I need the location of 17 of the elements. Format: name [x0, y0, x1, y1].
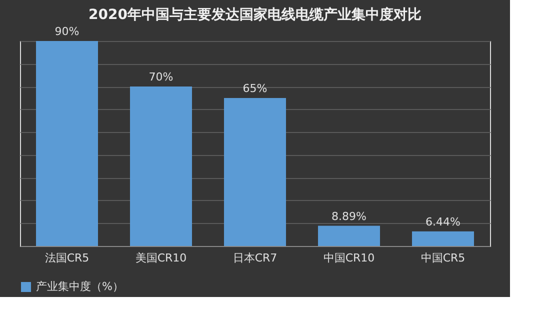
- bar: [36, 41, 98, 246]
- data-label: 70%: [148, 70, 174, 84]
- x-tick-label: 法国CR5: [44, 252, 90, 264]
- data-label: 6.44%: [426, 215, 460, 228]
- x-tick-label: 美国CR10: [135, 252, 187, 264]
- legend-label: 产业集中度（%）: [36, 280, 124, 293]
- bar: [412, 231, 474, 246]
- data-label: 90%: [54, 25, 80, 38]
- bar: [318, 226, 380, 246]
- data-label: 65%: [242, 82, 268, 95]
- chart-title: 2020年中国与主要发达国家电线电缆产业集中度对比: [88, 6, 422, 23]
- bar: [224, 98, 286, 246]
- x-tick-label: 日本CR7: [232, 252, 278, 264]
- x-tick-label: 中国CR10: [323, 252, 375, 264]
- data-label: 8.89%: [332, 210, 366, 223]
- bar: [130, 86, 192, 246]
- x-tick-label: 中国CR5: [420, 252, 466, 264]
